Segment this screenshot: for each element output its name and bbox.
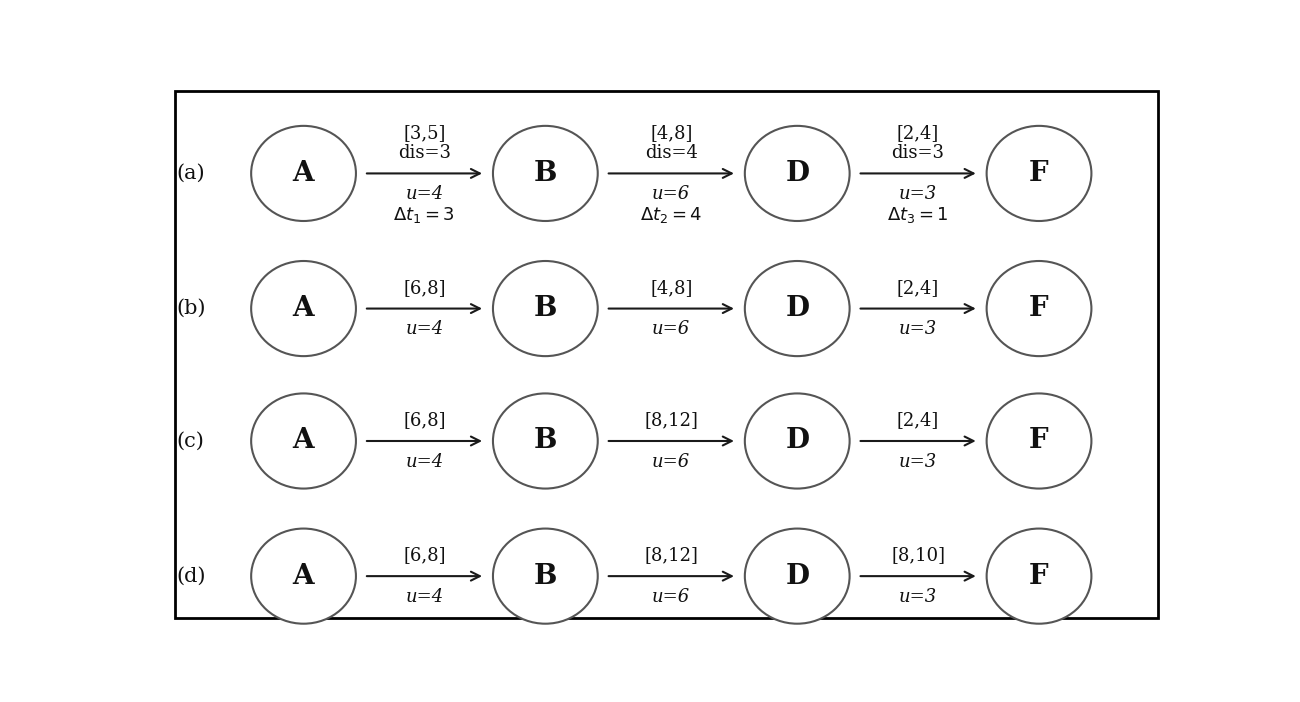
Text: (c): (c) [177, 432, 204, 451]
Text: (d): (d) [176, 567, 205, 585]
Text: F: F [1030, 295, 1049, 322]
Ellipse shape [251, 261, 356, 356]
Ellipse shape [251, 393, 356, 489]
Ellipse shape [987, 261, 1092, 356]
Text: $\Delta t_{1} = 3$: $\Delta t_{1} = 3$ [394, 205, 455, 225]
Text: B: B [534, 295, 556, 322]
Text: D: D [785, 428, 809, 454]
Text: u=6: u=6 [653, 185, 690, 204]
Text: A: A [292, 160, 315, 187]
Text: B: B [534, 160, 556, 187]
Text: A: A [292, 295, 315, 322]
Text: u=3: u=3 [900, 453, 937, 471]
Text: [8,12]: [8,12] [645, 411, 698, 429]
Text: [6,8]: [6,8] [403, 279, 446, 297]
Text: F: F [1030, 160, 1049, 187]
Ellipse shape [987, 529, 1092, 623]
Text: B: B [534, 562, 556, 590]
Ellipse shape [745, 261, 850, 356]
Text: (b): (b) [176, 299, 205, 318]
Text: u=4: u=4 [406, 320, 443, 338]
Text: (a): (a) [177, 164, 205, 183]
Text: [2,4]: [2,4] [897, 411, 939, 429]
Ellipse shape [987, 126, 1092, 221]
Text: [6,8]: [6,8] [403, 546, 446, 564]
Text: u=6: u=6 [653, 453, 690, 471]
Text: u=3: u=3 [900, 588, 937, 606]
Text: [4,8]: [4,8] [650, 279, 693, 297]
Text: D: D [785, 562, 809, 590]
Text: dis=3: dis=3 [398, 143, 451, 161]
Text: [3,5]: [3,5] [403, 124, 446, 142]
Text: A: A [292, 562, 315, 590]
Text: u=4: u=4 [406, 588, 443, 606]
Ellipse shape [493, 393, 598, 489]
Ellipse shape [493, 126, 598, 221]
Text: A: A [292, 428, 315, 454]
Text: u=4: u=4 [406, 185, 443, 204]
Ellipse shape [987, 393, 1092, 489]
Text: $\Delta t_{3} = 1$: $\Delta t_{3} = 1$ [888, 205, 949, 225]
Text: [8,12]: [8,12] [645, 546, 698, 564]
Text: u=3: u=3 [900, 185, 937, 204]
Text: u=4: u=4 [406, 453, 443, 471]
Text: [2,4]: [2,4] [897, 124, 939, 142]
Text: [2,4]: [2,4] [897, 279, 939, 297]
Text: D: D [785, 160, 809, 187]
Text: dis=3: dis=3 [892, 143, 945, 161]
Text: [6,8]: [6,8] [403, 411, 446, 429]
Text: F: F [1030, 428, 1049, 454]
Ellipse shape [493, 529, 598, 623]
Ellipse shape [251, 126, 356, 221]
Ellipse shape [493, 261, 598, 356]
Text: u=6: u=6 [653, 320, 690, 338]
Text: B: B [534, 428, 556, 454]
Ellipse shape [251, 529, 356, 623]
Text: u=6: u=6 [653, 588, 690, 606]
Ellipse shape [745, 529, 850, 623]
Text: D: D [785, 295, 809, 322]
Ellipse shape [745, 126, 850, 221]
Text: $\Delta t_{2} = 4$: $\Delta t_{2} = 4$ [640, 205, 702, 225]
Text: F: F [1030, 562, 1049, 590]
Text: [4,8]: [4,8] [650, 124, 693, 142]
Ellipse shape [745, 393, 850, 489]
Text: [8,10]: [8,10] [891, 546, 945, 564]
Text: u=3: u=3 [900, 320, 937, 338]
Text: dis=4: dis=4 [645, 143, 698, 161]
